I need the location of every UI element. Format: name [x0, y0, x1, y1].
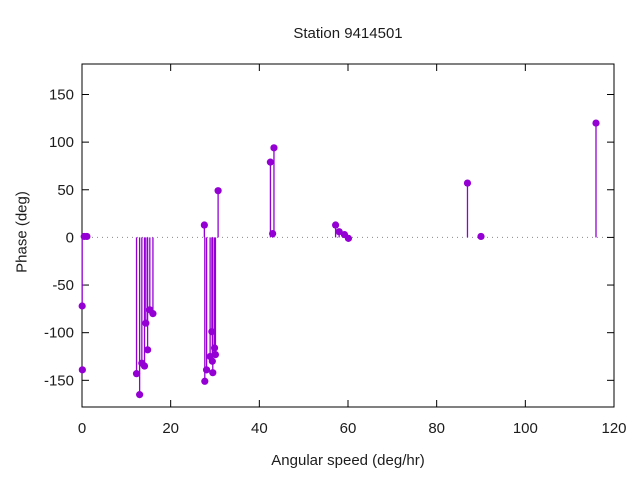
data-point — [270, 144, 278, 152]
data-point — [140, 362, 149, 370]
data-point — [78, 302, 86, 310]
x-tick-label: 120 — [601, 420, 626, 437]
y-tick-label: 100 — [49, 134, 74, 151]
y-tick-label: 150 — [49, 86, 74, 103]
data-point — [266, 158, 275, 166]
data-point — [78, 366, 86, 374]
x-tick-label: 20 — [162, 420, 179, 437]
data-point — [132, 370, 141, 378]
data-point — [142, 319, 150, 327]
data-point — [209, 369, 217, 377]
data-point — [83, 232, 91, 241]
y-tick-label: -100 — [44, 325, 74, 342]
data-point — [201, 377, 209, 385]
data-point — [211, 350, 220, 359]
x-tick-label: 80 — [428, 420, 445, 437]
data-point — [144, 346, 152, 354]
data-point — [463, 179, 472, 187]
y-tick-label: -150 — [44, 372, 74, 389]
y-axis-label-text: Phase (deg) — [13, 191, 31, 273]
y-tick-label: 50 — [57, 182, 74, 199]
y-tick-label: -50 — [52, 277, 74, 294]
data-point — [335, 228, 343, 236]
data-point — [208, 357, 216, 365]
data-point — [592, 119, 600, 127]
data-point — [214, 187, 222, 195]
data-point — [210, 344, 219, 352]
data-point — [208, 328, 216, 336]
x-tick-label: 0 — [78, 420, 86, 437]
data-point — [149, 310, 157, 318]
data-point — [344, 234, 353, 242]
y-tick-label: 0 — [66, 229, 74, 246]
data-point — [477, 232, 485, 241]
data-point — [202, 366, 211, 374]
data-point — [331, 221, 340, 229]
x-tick-label: 40 — [251, 420, 268, 437]
data-point — [269, 229, 277, 238]
x-tick-label: 60 — [340, 420, 357, 437]
data-point — [136, 391, 144, 399]
data-point — [200, 221, 208, 229]
x-axis-label: Angular speed (deg/hr) — [271, 452, 425, 469]
x-tick-label: 100 — [513, 420, 538, 437]
chart-title: Station 9414501 — [293, 25, 403, 42]
